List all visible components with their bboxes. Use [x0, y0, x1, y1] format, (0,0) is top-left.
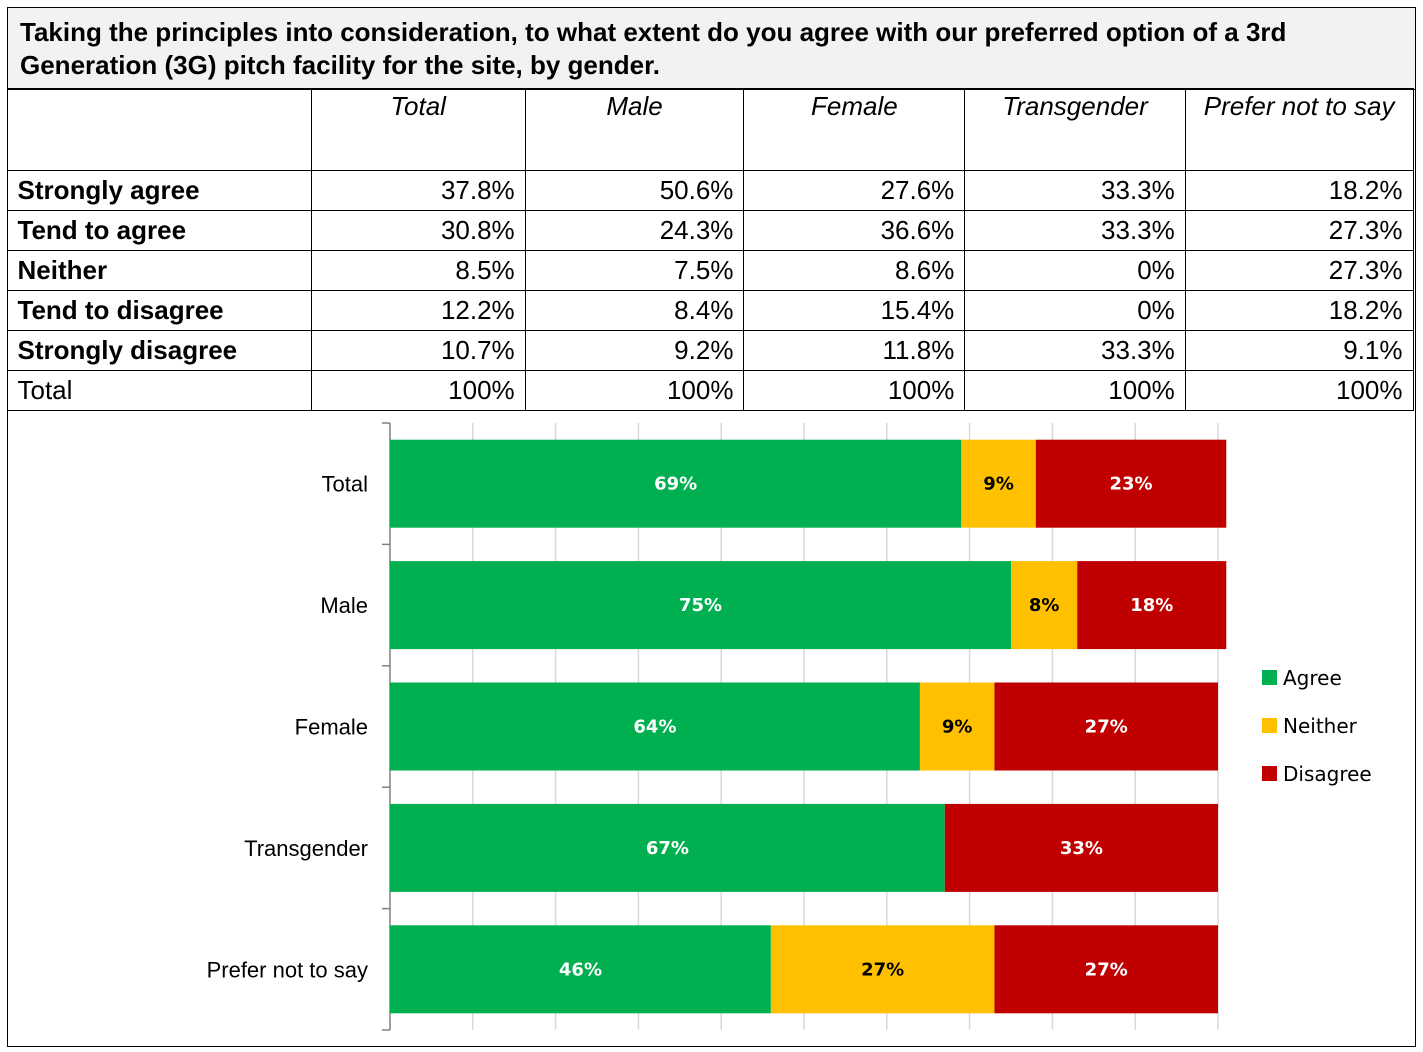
document-frame: Taking the principles into consideration… — [6, 7, 1416, 1047]
bar-segment-disagree — [994, 682, 1218, 771]
table-cell: 100% — [743, 370, 966, 411]
bar-segment-disagree — [1035, 439, 1227, 528]
legend-label: Neither — [1283, 714, 1358, 738]
table-cell: 33.3% — [964, 210, 1186, 251]
question-title: Taking the principles into consideration… — [20, 17, 1287, 80]
data-label: 46% — [559, 959, 602, 980]
column-header: Prefer not to say — [1184, 88, 1414, 171]
row-label: Total — [6, 370, 312, 411]
table-cell: 9.2% — [524, 330, 745, 371]
bar-segment-neither — [1011, 561, 1078, 650]
table-cell: 33.3% — [964, 330, 1186, 371]
category-label: Male — [320, 593, 368, 618]
bar-segment-disagree — [1077, 561, 1227, 650]
data-label: 64% — [633, 717, 676, 738]
table-cell: 0% — [964, 290, 1186, 331]
table-row: Total 100% 100% 100% 100% 100% — [6, 370, 1414, 411]
question-header: Taking the principles into consideration… — [8, 8, 1415, 90]
row-label: Strongly agree — [6, 170, 312, 211]
data-label: 9% — [983, 474, 1014, 495]
data-label: 69% — [654, 474, 697, 495]
table-cell: 30.8% — [310, 210, 526, 251]
table-header-row: Total Male Female Transgender Prefer not… — [6, 88, 1414, 171]
table-cell: 27.3% — [1184, 250, 1414, 291]
data-label: 27% — [1085, 959, 1128, 980]
table-cell: 10.7% — [310, 330, 526, 371]
bar-segment-disagree — [944, 803, 1218, 892]
bar-segment-agree — [390, 925, 771, 1014]
bar-segment-neither — [919, 682, 995, 771]
category-label: Female — [295, 715, 368, 740]
table-row: Strongly disagree 10.7% 9.2% 11.8% 33.3%… — [6, 330, 1414, 371]
bar-segment-agree — [390, 803, 945, 892]
data-label: 27% — [861, 959, 904, 980]
table-cell: 7.5% — [524, 250, 745, 291]
legend-label: Disagree — [1283, 762, 1372, 786]
table-cell: 36.6% — [743, 210, 966, 251]
results-table: Total Male Female Transgender Prefer not… — [6, 88, 1414, 411]
data-label: 67% — [646, 838, 689, 859]
row-label: Tend to disagree — [6, 290, 312, 331]
category-label: Prefer not to say — [207, 957, 368, 982]
table-cell: 50.6% — [524, 170, 745, 211]
category-label: Total — [322, 472, 368, 497]
table-cell: 27.3% — [1184, 210, 1414, 251]
table-cell: 100% — [310, 370, 526, 411]
bar-segment-agree — [390, 561, 1011, 650]
table-corner-cell — [6, 88, 312, 171]
column-header: Total — [310, 88, 526, 171]
data-label: 23% — [1110, 474, 1153, 495]
table-cell: 18.2% — [1184, 170, 1414, 211]
data-label: 27% — [1085, 717, 1128, 738]
table-row: Neither 8.5% 7.5% 8.6% 0% 27.3% — [6, 250, 1414, 291]
bar-segment-disagree — [994, 925, 1218, 1014]
category-label: Transgender — [244, 836, 368, 861]
table-cell: 18.2% — [1184, 290, 1414, 331]
data-label: 8% — [1029, 595, 1060, 616]
data-label: 33% — [1060, 838, 1103, 859]
data-label: 75% — [679, 595, 722, 616]
table-cell: 8.6% — [743, 250, 966, 291]
table-cell: 9.1% — [1184, 330, 1414, 371]
table-cell: 0% — [964, 250, 1186, 291]
bar-segment-agree — [390, 682, 920, 771]
row-label: Tend to agree — [6, 210, 312, 251]
legend-swatch — [1262, 766, 1277, 781]
data-label: 18% — [1130, 595, 1173, 616]
table-row: Tend to disagree 12.2% 8.4% 15.4% 0% 18.… — [6, 290, 1414, 331]
bar-segment-neither — [961, 439, 1036, 528]
data-label: 9% — [942, 717, 973, 738]
legend-swatch — [1262, 718, 1277, 733]
table-cell: 24.3% — [524, 210, 745, 251]
table-cell: 8.4% — [524, 290, 745, 331]
table-cell: 100% — [1184, 370, 1414, 411]
table-cell: 11.8% — [743, 330, 966, 371]
table-cell: 33.3% — [964, 170, 1186, 211]
legend-swatch — [1262, 670, 1277, 685]
table-cell: 100% — [524, 370, 745, 411]
table-cell: 15.4% — [743, 290, 966, 331]
legend-label: Agree — [1283, 666, 1342, 690]
table-cell: 12.2% — [310, 290, 526, 331]
table-row: Tend to agree 30.8% 24.3% 36.6% 33.3% 27… — [6, 210, 1414, 251]
bar-segment-agree — [390, 439, 962, 528]
bar-segment-neither — [770, 925, 995, 1014]
table-cell: 100% — [964, 370, 1186, 411]
